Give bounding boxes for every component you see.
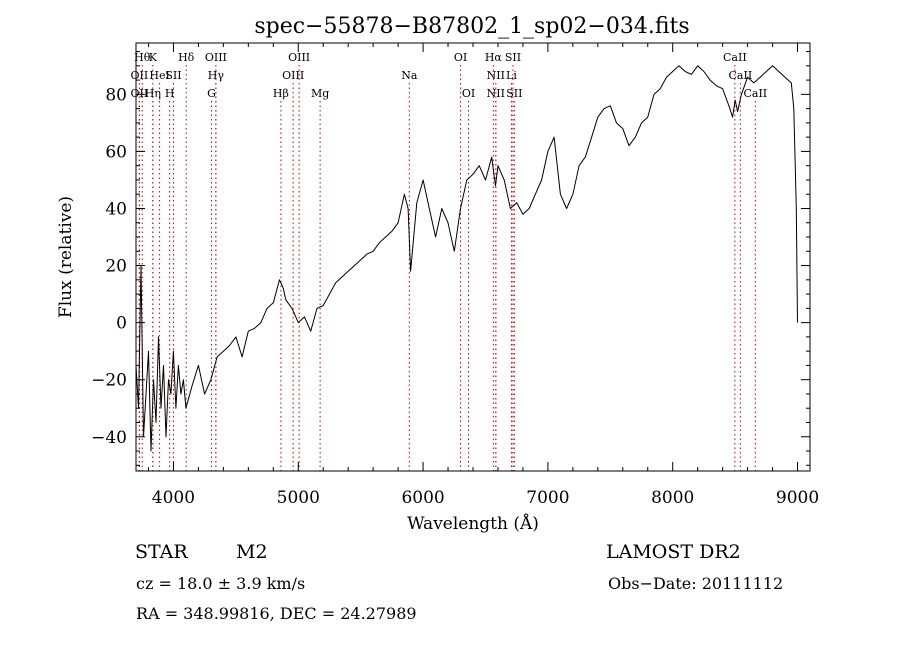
x-tick-label: 4000 <box>152 488 195 508</box>
y-tick-label: 80 <box>105 85 127 105</box>
spectral-line-label: NII <box>487 69 505 82</box>
spectral-line-label: Hθ <box>134 51 151 64</box>
x-tick-label: 7000 <box>526 488 569 508</box>
spectral-line-label: Li <box>506 69 517 82</box>
spectral-line-label: SII <box>165 69 181 82</box>
spectral-line-label: Mg <box>311 87 329 100</box>
spectral-line-label: H <box>165 87 175 100</box>
spectral-line-label: OII <box>131 87 149 100</box>
spectral-line-label: Hγ <box>208 69 225 82</box>
spectral-line-label: HeI <box>149 69 169 82</box>
chart-title: spec−55878−B87802_1_sp02−034.fits <box>254 14 689 39</box>
spectral-line-label: OI <box>462 87 475 100</box>
spectral-line-label: Na <box>401 69 418 82</box>
object-subclass: M2 <box>236 541 268 563</box>
spectral-line-label: K <box>149 51 158 64</box>
spectral-line-label: OII <box>131 69 149 82</box>
spectral-line-label: OIII <box>282 69 304 82</box>
spectral-line-label: Hη <box>145 87 161 100</box>
y-tick-label: 40 <box>105 199 127 219</box>
spectral-line-label: CaII <box>723 51 747 64</box>
sky-coordinates: RA = 348.99816, DEC = 24.27989 <box>136 604 417 623</box>
y-axis-label: Flux (relative) <box>56 196 76 318</box>
spectral-line-label: NII <box>487 87 505 100</box>
x-tick-label: 5000 <box>277 488 320 508</box>
spectral-line-label: Hδ <box>178 51 195 64</box>
spectral-line-label: SII <box>505 51 521 64</box>
spectral-line-label: CaII <box>729 69 753 82</box>
x-axis-label: Wavelength (Å) <box>407 513 539 534</box>
y-tick-label: −20 <box>91 371 127 391</box>
spectral-line-label: OIII <box>205 51 227 64</box>
y-axis-ticks: −40 −20 0 20 40 60 80 <box>91 51 810 466</box>
spectral-line-label: OIII <box>288 51 310 64</box>
spectral-line-label: OI <box>454 51 467 64</box>
x-tick-label: 6000 <box>401 488 444 508</box>
y-tick-label: 20 <box>105 257 127 277</box>
spectrum-series-line <box>135 65 798 452</box>
y-tick-label: −40 <box>91 428 127 448</box>
plot-frame <box>135 42 811 472</box>
spectral-line-label: SII <box>506 87 522 100</box>
spectral-line-label: Hα <box>485 51 503 64</box>
y-tick-label: 60 <box>105 142 127 162</box>
survey-name: LAMOST DR2 <box>606 541 741 563</box>
spectral-line-label: Hβ <box>273 87 289 100</box>
spectral-line-label: G <box>207 87 216 100</box>
x-tick-label: 9000 <box>776 488 819 508</box>
y-tick-label: 0 <box>116 314 127 334</box>
x-tick-label: 8000 <box>651 488 694 508</box>
redshift-velocity: cz = 18.0 ± 3.9 km/s <box>136 574 306 593</box>
object-class: STAR <box>135 541 188 563</box>
spectral-line-label: CaII <box>743 87 767 100</box>
observation-date: Obs−Date: 20111112 <box>608 574 784 593</box>
x-axis-ticks: 4000 5000 6000 7000 8000 9000 <box>147 43 819 508</box>
